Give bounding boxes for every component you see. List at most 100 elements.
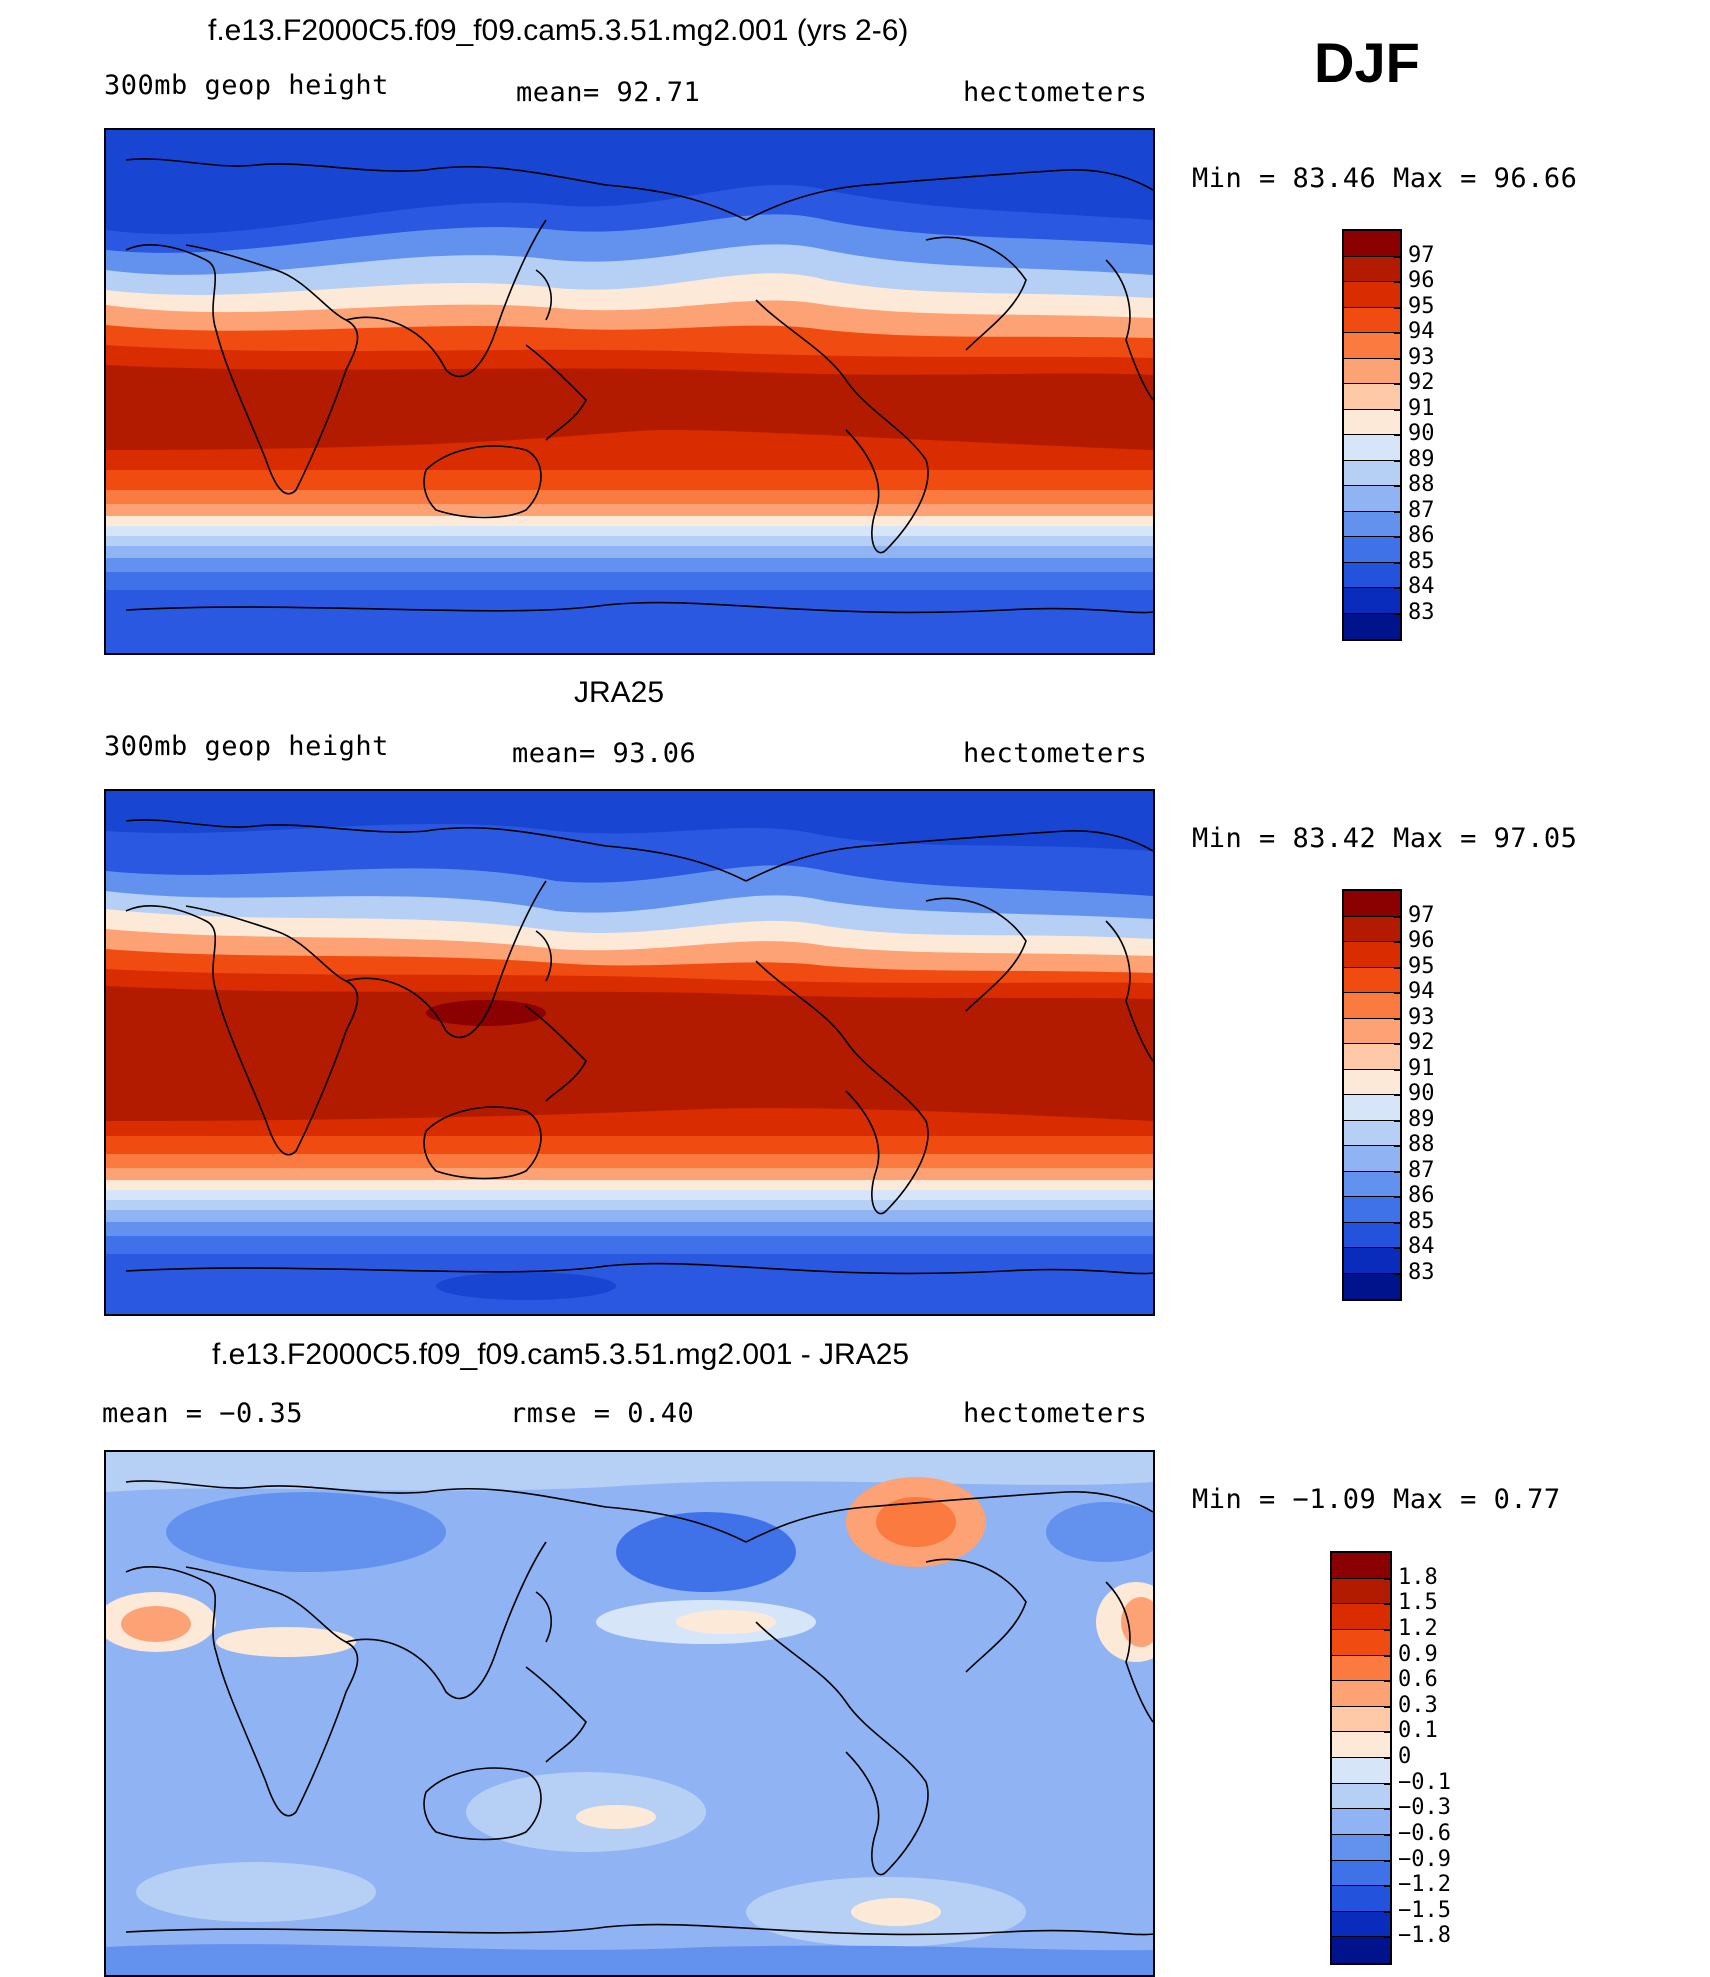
colorbar-tick-label: −1.8 [1398,1923,1451,1949]
colorbar-tick-label: 91 [1408,395,1435,421]
colorbar-segment [1344,942,1400,968]
colorbar-tick-mark [1394,357,1402,360]
colorbar-tick-label: −1.2 [1398,1872,1451,1898]
colorbar-segment [1344,613,1400,639]
colorbar-segment [1344,1018,1400,1044]
colorbar-segment [1332,1681,1390,1707]
colorbar-tick-mark [1394,408,1402,411]
panel-1-units-label: hectometers [963,77,1148,108]
colorbar-tick-mark [1384,1577,1392,1580]
colorbar-tick-mark [1394,992,1402,994]
colorbar-tick-label: 83 [1408,1259,1435,1285]
colorbar-tick-mark [1394,561,1402,564]
colorbar-segment [1344,967,1400,993]
colorbar-tick-mark [1394,1247,1402,1249]
colorbar-segment [1344,333,1400,359]
colorbar-tick-label: 94 [1408,319,1435,344]
colorbar-segment [1344,1273,1400,1299]
panel-3-minmax: Min = −1.09 Max = 0.77 [1192,1484,1561,1515]
colorbar-segment [1344,916,1400,942]
colorbar-segment [1344,1248,1400,1274]
colorbar-tick-mark [1394,1017,1402,1020]
colorbar-tick-label: 86 [1408,1183,1435,1208]
colorbar-tick-label: −1.5 [1398,1897,1451,1923]
colorbar-segment [1332,1911,1390,1938]
panel-3-units-label: hectometers [963,1398,1148,1429]
colorbar-tick-label: −0.3 [1398,1795,1451,1821]
colorbar-tick-mark [1394,1094,1402,1096]
colorbar-tick-label: 0 [1398,1744,1412,1769]
colorbar-tick-label: 83 [1408,599,1435,625]
colorbar-tick-label: 92 [1408,1030,1435,1055]
colorbar-segment [1344,1120,1400,1146]
colorbar-tick-label: 0.9 [1398,1641,1438,1667]
colorbar-tick-label: 84 [1408,1234,1435,1259]
colorbar-segment [1332,1834,1390,1861]
colorbar-tick-mark [1384,1757,1392,1759]
panel-2-mean-label: mean= 93.06 [512,738,697,769]
colorbar-segment [1344,511,1400,537]
panel-1-title: f.e13.F2000C5.f09_f09.cam5.3.51.mg2.001 … [208,14,909,47]
colorbar-tick-label: 88 [1408,1132,1435,1157]
colorbar-segment [1344,588,1400,614]
panel-3-rmse-label: rmse = 0.40 [510,1398,695,1429]
panel-1-mean-label: mean= 92.71 [516,77,701,108]
colorbar-tick-label: 87 [1408,1157,1435,1183]
colorbar-segment [1332,1886,1390,1912]
colorbar-segment [1344,384,1400,410]
colorbar-segment [1332,1604,1390,1630]
panel-1-variable-label: 300mb geop height [104,70,389,101]
colorbar-segment [1332,1860,1390,1887]
colorbar-tick-mark [1394,332,1402,334]
colorbar-tick-label: 93 [1408,344,1435,370]
colorbar-tick-label: 93 [1408,1004,1435,1030]
colorbar-segment [1344,1095,1400,1121]
panel-1-colorbar [1342,229,1402,641]
colorbar-tick-mark [1394,536,1402,538]
colorbar-tick-mark [1394,1145,1402,1147]
colorbar-segment [1344,435,1400,461]
colorbar-tick-label: −0.6 [1398,1820,1451,1846]
panel-3-title: f.e13.F2000C5.f09_f09.cam5.3.51.mg2.001 … [212,1338,910,1371]
colorbar-tick-mark [1384,1885,1392,1888]
colorbar-tick-label: 96 [1408,928,1435,953]
colorbar-tick-label: 0.6 [1398,1667,1438,1693]
colorbar-tick-mark [1394,1221,1402,1224]
colorbar-tick-mark [1394,383,1402,385]
colorbar-segment [1344,1044,1400,1070]
colorbar-tick-mark [1394,306,1402,309]
colorbar-tick-mark [1394,485,1402,487]
colorbar-segment [1344,256,1400,282]
colorbar-tick-mark [1394,1196,1402,1198]
colorbar-tick-label: 88 [1408,472,1435,497]
colorbar-tick-mark [1394,941,1402,943]
colorbar-segment [1344,1069,1400,1095]
colorbar-segment [1332,1783,1390,1810]
colorbar-tick-mark [1394,587,1402,589]
colorbar-tick-label: 85 [1408,1208,1435,1234]
colorbar-segment [1332,1553,1390,1579]
colorbar-tick-mark [1394,510,1402,513]
colorbar-tick-label: 95 [1408,953,1435,979]
colorbar-tick-mark [1394,1272,1402,1275]
colorbar-tick-label: 90 [1408,1081,1435,1106]
colorbar-tick-label: 91 [1408,1055,1435,1081]
colorbar-tick-mark [1384,1808,1392,1811]
colorbar-segment [1344,282,1400,308]
panel-1-contour-field [106,130,1153,653]
panel-2-map [104,789,1155,1316]
colorbar-tick-mark [1384,1680,1392,1683]
colorbar-tick-label: −0.9 [1398,1846,1451,1872]
panel-2-colorbar [1342,889,1402,1301]
colorbar-tick-label: 89 [1408,1106,1435,1132]
colorbar-tick-mark [1394,459,1402,462]
colorbar-segment [1332,1706,1390,1733]
colorbar-segment [1344,307,1400,333]
colorbar-tick-mark [1394,612,1402,615]
colorbar-segment [1344,891,1400,917]
panel-1-map [104,128,1155,655]
panel-3-colorbar [1330,1551,1392,1965]
panel-2-title: JRA25 [574,676,665,709]
colorbar-tick-label: 0.3 [1398,1692,1438,1718]
colorbar-tick-label: 92 [1408,370,1435,395]
